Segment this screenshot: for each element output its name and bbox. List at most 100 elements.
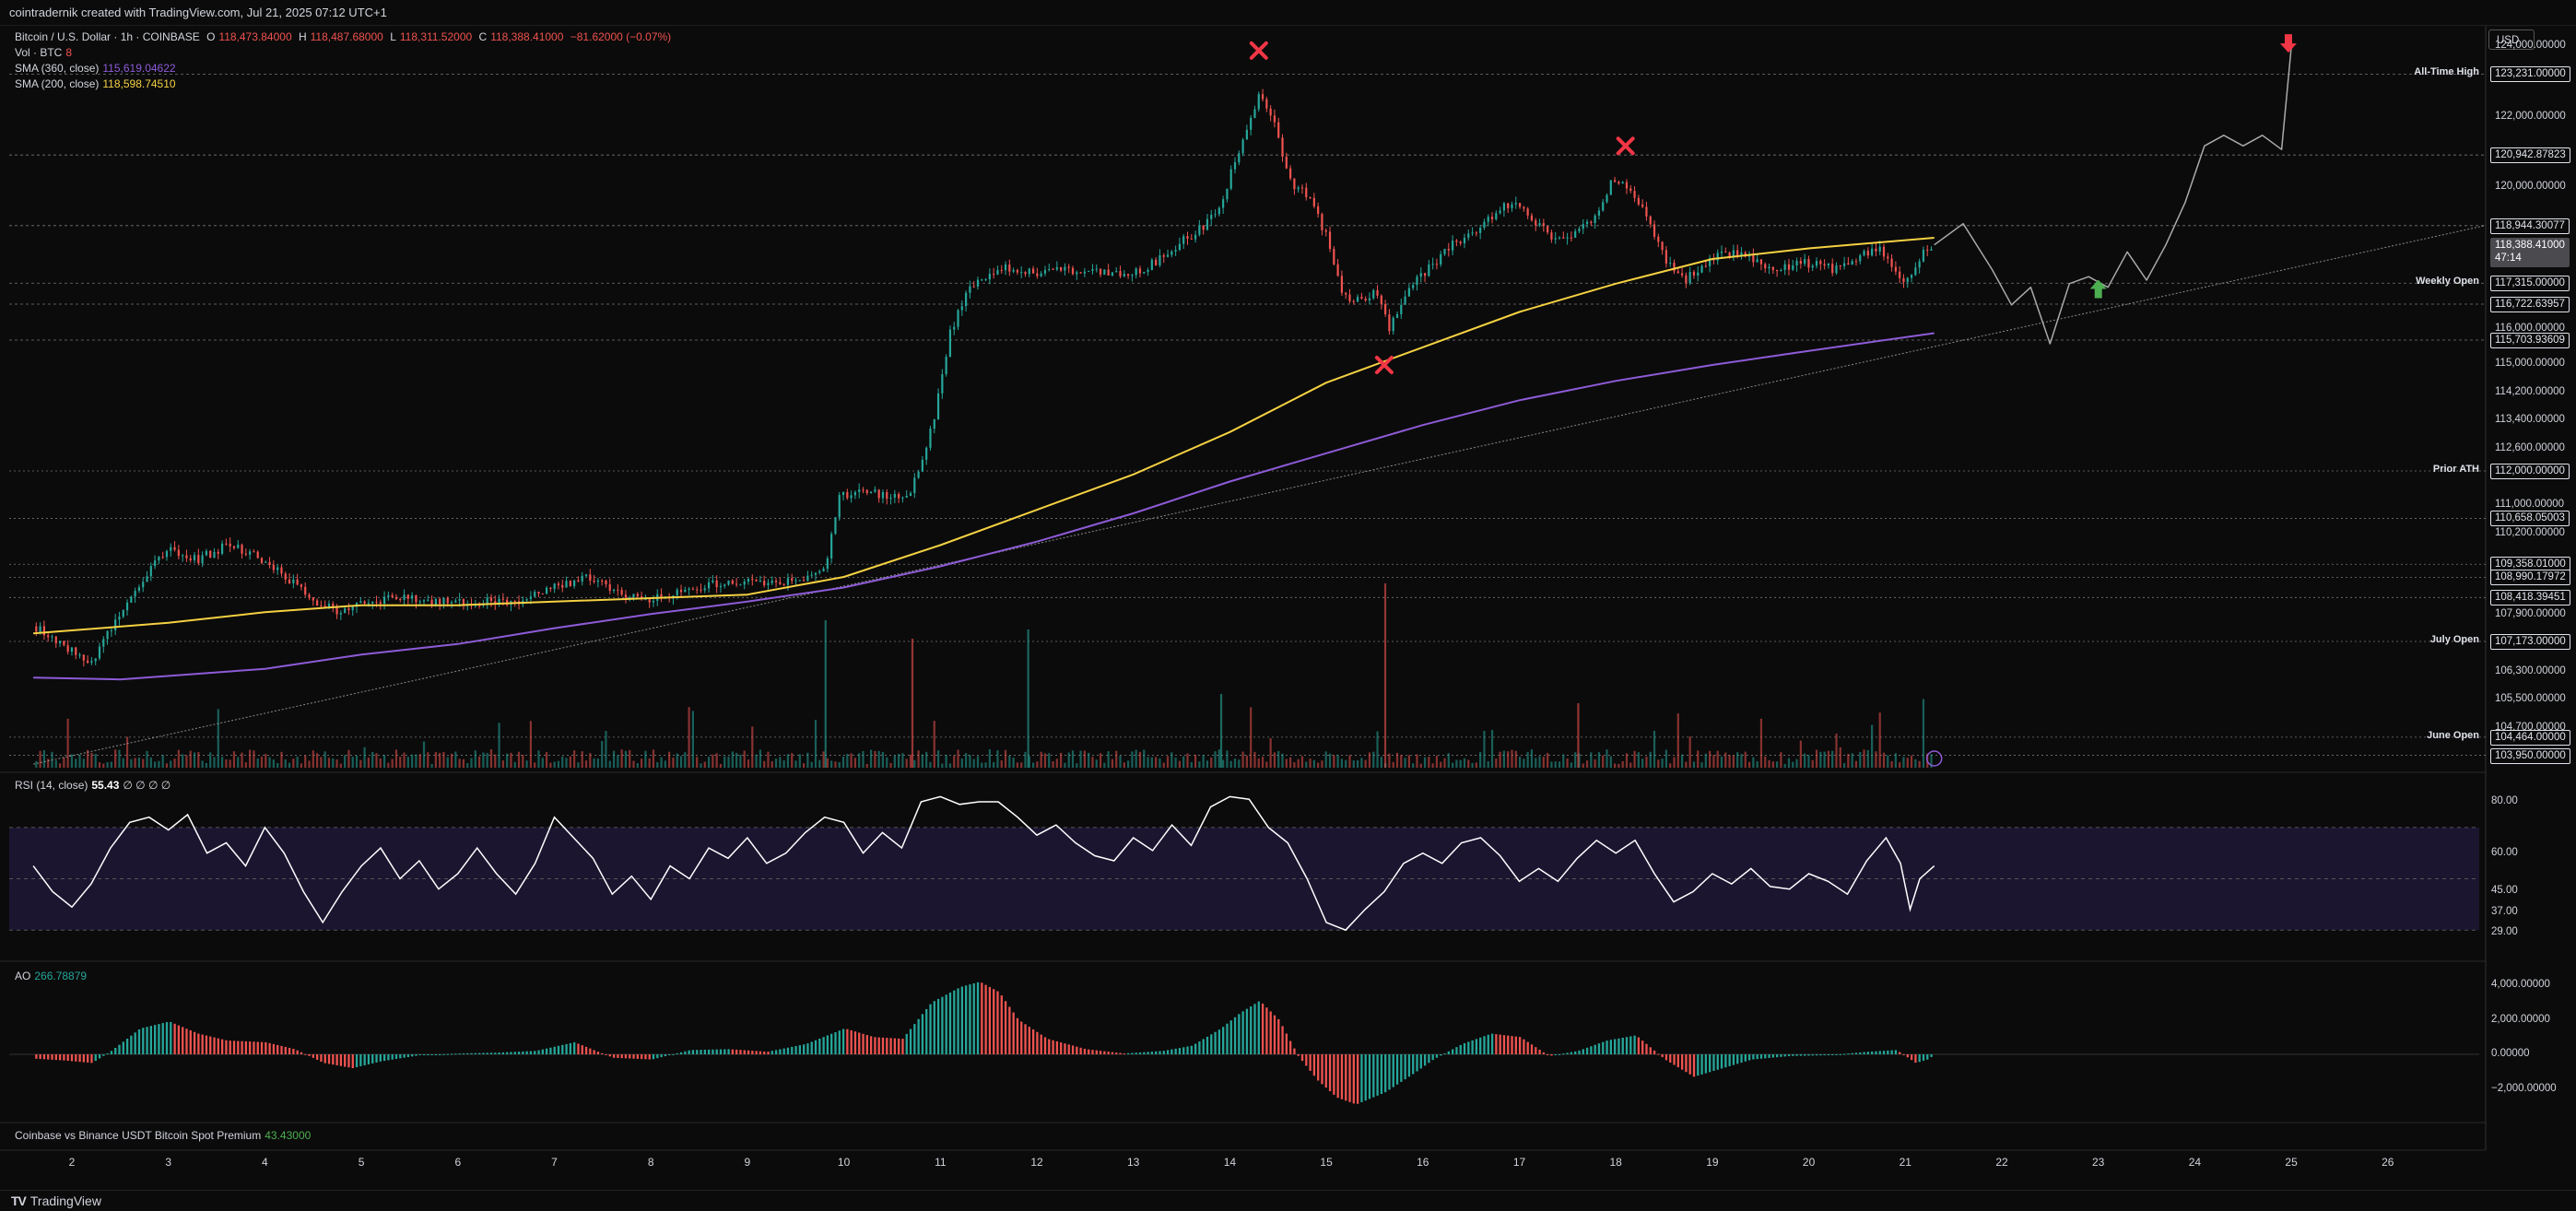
tradingview-logo[interactable]: TV TradingView <box>11 1193 101 1208</box>
volume-bar <box>1514 750 1517 768</box>
ao-bar <box>1186 1046 1189 1054</box>
volume-bar <box>1597 752 1601 768</box>
ao-bar <box>284 1046 287 1054</box>
volume-bar <box>1518 757 1522 768</box>
chart-canvas[interactable] <box>0 26 2576 1165</box>
volume-bar <box>1906 758 1909 768</box>
ao-bar <box>1502 1035 1506 1054</box>
level-price-label[interactable]: 103,950.00000 <box>2490 747 2570 764</box>
candle-body <box>1614 180 1617 182</box>
level-price-label[interactable]: 110,658.05003 <box>2490 511 2570 527</box>
level-price-label[interactable]: 117,315.00000 <box>2490 276 2570 292</box>
ao-bar <box>1554 1054 1557 1055</box>
candle-body <box>941 374 944 394</box>
candle-body <box>1345 292 1347 295</box>
time-tick: 22 <box>1995 1156 2008 1169</box>
ao-bar <box>1657 1053 1660 1055</box>
volume-bar <box>608 760 611 768</box>
candle-body <box>739 584 742 586</box>
level-price-label[interactable]: 123,231.00000 <box>2490 66 2570 83</box>
ao-bar <box>656 1054 659 1059</box>
price-tick: 115,000.00000 <box>2495 358 2565 369</box>
volume-bar <box>149 757 152 768</box>
ao-bar <box>545 1048 548 1054</box>
ao-bar <box>1771 1054 1775 1058</box>
candle-body <box>1356 297 1359 302</box>
level-price-label[interactable]: 118,944.30077 <box>2490 218 2570 234</box>
volume-bar <box>1716 750 1719 768</box>
candle-body <box>363 601 366 604</box>
level-price-label[interactable]: 108,990.17972 <box>2490 570 2570 586</box>
ao-bar <box>1336 1054 1339 1099</box>
candle-body <box>850 495 853 499</box>
ao-bar <box>1839 1053 1841 1055</box>
volume-bar <box>1416 754 1418 768</box>
ao-bar <box>1582 1049 1584 1054</box>
candle-body <box>988 274 991 280</box>
ao-bar <box>1894 1050 1898 1054</box>
level-price-label[interactable]: 116,722.63957 <box>2490 296 2570 312</box>
volume-bar <box>624 750 628 768</box>
ao-bar <box>1930 1054 1933 1057</box>
time-tick: 8 <box>647 1156 654 1169</box>
currency-button[interactable]: USD <box>2488 29 2535 50</box>
volume-bar <box>1269 737 1272 768</box>
ao-bar <box>608 1054 611 1057</box>
ao-bar <box>1479 1037 1482 1054</box>
candle-body <box>584 574 588 576</box>
ao-bar <box>1206 1036 1209 1054</box>
level-price-label[interactable]: 115,703.93609 <box>2490 333 2570 349</box>
candle-body <box>794 580 797 582</box>
ao-bar <box>1831 1054 1834 1055</box>
ao-bar <box>810 1041 813 1054</box>
ao-bar <box>1028 1027 1030 1054</box>
volume-bar <box>1499 751 1501 768</box>
volume-bar <box>957 749 959 768</box>
candle-body <box>1016 270 1019 273</box>
ao-bar <box>1443 1053 1446 1055</box>
candle-body <box>770 581 773 583</box>
candle-body <box>237 544 240 548</box>
level-price-label[interactable]: 112,000.00000 <box>2490 464 2570 479</box>
volume-bar <box>881 751 885 768</box>
price-tick: 116,000.00000 <box>2495 322 2565 334</box>
candle-body <box>806 575 809 582</box>
ao-tick: 0.00000 <box>2491 1048 2530 1059</box>
candle-body <box>158 557 160 561</box>
volume-bar <box>1147 757 1149 768</box>
volume-bar <box>54 759 57 768</box>
volume-bar <box>1847 753 1850 768</box>
ao-bar <box>1487 1034 1489 1054</box>
candle-body <box>1811 265 1814 268</box>
ao-bar <box>1309 1054 1312 1071</box>
candle-body <box>1887 256 1889 259</box>
candle-body <box>260 558 264 563</box>
level-price-label[interactable]: 107,173.00000 <box>2490 634 2570 651</box>
ao-bar <box>644 1054 647 1060</box>
level-price-label[interactable]: 104,464.00000 <box>2490 729 2570 746</box>
ao-bar <box>1768 1054 1770 1058</box>
candle-body <box>791 578 794 582</box>
volume-bar <box>494 754 497 768</box>
candle-body <box>47 635 50 638</box>
level-price-label[interactable]: 108,418.39451 <box>2490 590 2570 606</box>
volume-bar <box>1043 753 1047 768</box>
ao-bar <box>1483 1036 1486 1054</box>
ao-bar <box>406 1054 410 1058</box>
level-price-label[interactable]: 120,942.87823 <box>2490 147 2570 164</box>
last-price-label[interactable]: 118,388.41000 47:14 <box>2490 238 2570 268</box>
candle-body <box>1103 269 1106 275</box>
ao-bar <box>1321 1054 1323 1085</box>
ao-bar <box>462 1052 465 1054</box>
ao-bar <box>1740 1054 1743 1064</box>
ao-bar <box>1036 1031 1039 1054</box>
candle-body <box>276 567 279 570</box>
candle-body <box>387 594 390 597</box>
volume-bar <box>1863 749 1865 768</box>
ao-bar <box>865 1035 868 1054</box>
candle-body <box>134 591 136 597</box>
volume-bar <box>339 763 342 768</box>
volume-bar <box>130 758 133 768</box>
rsi-tick: 37.00 <box>2491 905 2518 917</box>
volume-bar <box>1328 753 1332 768</box>
